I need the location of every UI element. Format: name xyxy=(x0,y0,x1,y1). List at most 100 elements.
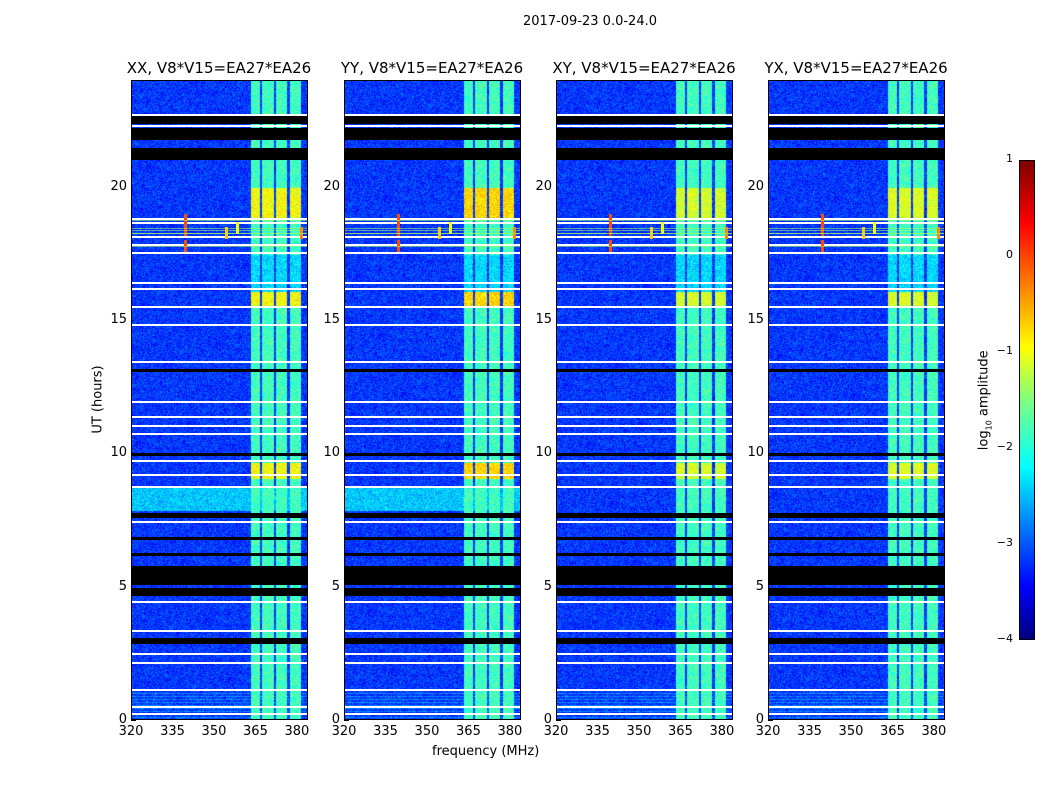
flagged-row-black xyxy=(132,553,307,556)
flagged-row-white xyxy=(345,287,520,290)
flagged-row-white xyxy=(769,218,944,221)
flagged-row-white xyxy=(345,474,520,477)
flagged-row-white xyxy=(769,662,944,665)
x-tick-label: 320 xyxy=(118,724,144,739)
rfi-spike-row xyxy=(132,233,307,234)
flagged-row-black xyxy=(769,638,944,644)
x-tick-label: 380 xyxy=(497,724,523,739)
flagged-row-white xyxy=(345,662,520,665)
flagged-row-white xyxy=(769,282,944,285)
flagged-row-white xyxy=(132,689,307,691)
x-axis-label: frequency (MHz) xyxy=(432,744,540,759)
waterfall-panel xyxy=(768,80,945,720)
y-tick-label: 10 xyxy=(323,445,340,461)
flagged-row-white xyxy=(345,521,520,523)
x-tick-label: 335 xyxy=(160,724,185,739)
rfi-spike-row xyxy=(557,227,732,229)
flagged-row-white xyxy=(132,282,307,285)
flagged-row-white xyxy=(557,662,732,665)
y-tick-label: 10 xyxy=(110,445,127,461)
y-axis-label: UT (hours) xyxy=(90,365,106,434)
y-tick-label: 5 xyxy=(331,578,340,594)
x-tick-label: 350 xyxy=(201,724,227,739)
rfi-spike-row xyxy=(132,230,307,232)
waterfall-heatmap xyxy=(132,81,307,719)
flagged-row-white xyxy=(769,713,944,715)
flagged-row-black xyxy=(769,566,944,585)
flagged-row-white xyxy=(345,713,520,715)
flagged-row-white xyxy=(132,218,307,221)
flagged-row-white xyxy=(345,361,520,363)
flagged-row-black xyxy=(769,115,944,124)
colorbar-tick-label: −4 xyxy=(996,632,1013,645)
waterfall-panel xyxy=(344,80,521,720)
flagged-row-white xyxy=(769,521,944,523)
flagged-row-black xyxy=(769,513,944,519)
flagged-row-white xyxy=(132,251,307,254)
flagged-row-black xyxy=(132,369,307,372)
flagged-row-white xyxy=(557,361,732,363)
flagged-row-white xyxy=(769,653,944,655)
x-tick-label: 350 xyxy=(414,724,440,739)
flagged-row-white xyxy=(345,433,520,435)
flagged-row-white xyxy=(132,415,307,418)
y-tick-label: 5 xyxy=(118,578,127,594)
x-tick-label: 365 xyxy=(243,724,268,739)
waterfall-panel xyxy=(131,80,308,720)
flagged-row-white xyxy=(345,601,520,603)
flagged-row-white xyxy=(769,251,944,254)
colorbar xyxy=(1019,160,1035,640)
rfi-spike-row xyxy=(345,233,520,234)
panel-title: XX, V8*V15=EA27*EA26 xyxy=(126,59,312,77)
y-tick-label: 15 xyxy=(747,312,764,327)
y-tick-label: 10 xyxy=(747,445,764,461)
waterfall-heatmap xyxy=(557,81,732,719)
flagged-row-white xyxy=(557,653,732,655)
flagged-row-white xyxy=(557,521,732,523)
flagged-row-white xyxy=(345,222,520,225)
flagged-row-white xyxy=(132,235,307,238)
flagged-row-white xyxy=(557,706,732,709)
flagged-row-white xyxy=(769,425,944,427)
flagged-row-black xyxy=(557,369,732,372)
x-tick-label: 380 xyxy=(284,724,310,739)
y-tick-mark xyxy=(556,720,561,721)
flagged-row-black xyxy=(769,147,944,160)
flagged-row-white xyxy=(769,361,944,363)
flagged-row-white xyxy=(557,713,732,715)
flagged-row-black xyxy=(557,537,732,540)
y-tick-label: 0 xyxy=(755,712,764,727)
flagged-row-black xyxy=(769,369,944,372)
flagged-row-white xyxy=(557,433,732,435)
flagged-row-white xyxy=(345,706,520,709)
flagged-row-black xyxy=(345,369,520,372)
flagged-row-white xyxy=(345,323,520,326)
flagged-row-white xyxy=(557,630,732,633)
x-tick-label: 335 xyxy=(797,724,822,739)
flagged-row-white xyxy=(132,323,307,326)
flagged-row-white xyxy=(769,474,944,477)
rfi-spike-row xyxy=(557,246,732,248)
colorbar-tick-label: −2 xyxy=(996,440,1013,453)
flagged-row-white xyxy=(769,459,944,462)
flagged-row-white xyxy=(132,486,307,489)
flagged-row-black xyxy=(132,115,307,124)
flagged-row-white xyxy=(345,689,520,691)
rfi-spike-row xyxy=(345,230,520,232)
x-tick-label: 320 xyxy=(331,724,357,739)
rfi-spike-row xyxy=(132,219,307,221)
flagged-row-white xyxy=(132,114,307,117)
flagged-row-black xyxy=(557,127,732,140)
panel-title: XY, V8*V15=EA27*EA26 xyxy=(552,59,736,77)
flagged-row-black xyxy=(345,115,520,124)
flagged-row-white xyxy=(557,222,732,225)
flagged-row-white xyxy=(557,425,732,427)
flagged-row-white xyxy=(769,486,944,489)
flagged-row-white xyxy=(132,459,307,462)
flagged-row-white xyxy=(557,459,732,462)
flagged-row-white xyxy=(557,306,732,309)
flagged-row-white xyxy=(132,306,307,309)
flagged-row-white xyxy=(132,401,307,403)
panel-title: YY, V8*V15=EA27*EA26 xyxy=(340,59,524,77)
